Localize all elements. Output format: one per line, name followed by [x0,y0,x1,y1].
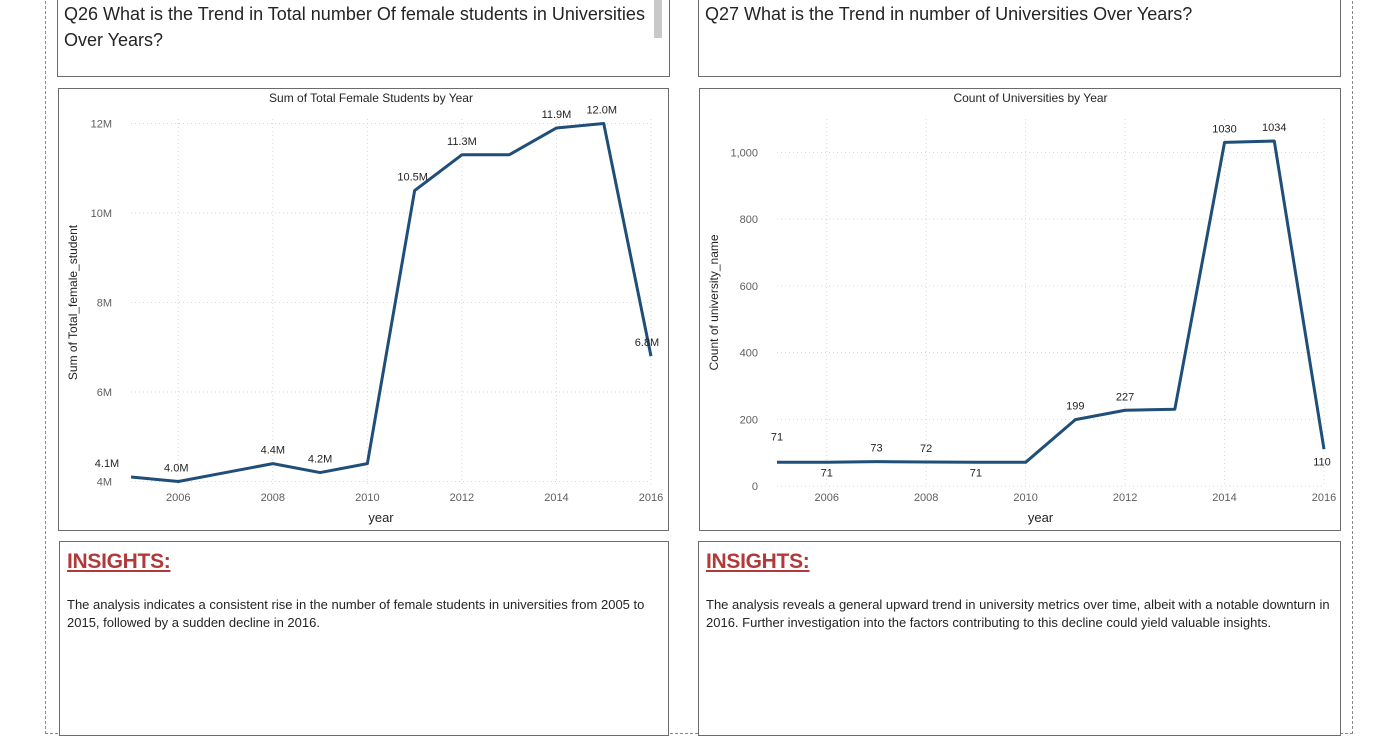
data-point[interactable] [128,474,134,480]
x-tick-label: 2010 [355,492,379,504]
y-tick-label: 0 [752,481,758,493]
data-label: 4.1M [95,458,119,470]
data-label: 72 [920,443,932,455]
y-axis-title: Sum of Total_female_student [66,224,80,380]
data-point[interactable] [412,188,418,194]
x-tick-label: 2012 [1113,492,1137,504]
x-tick-label: 2016 [1312,492,1336,504]
question-text-q27: Q27 What is the Trend in number of Unive… [705,4,1193,24]
x-axis-title: year [1028,510,1054,525]
y-tick-label: 6M [97,387,112,399]
insights-box-q26: INSIGHTS: The analysis indicates a consi… [59,541,669,736]
data-point[interactable] [1321,446,1327,452]
y-tick-label: 12M [91,118,112,130]
data-point[interactable] [601,120,607,126]
data-point[interactable] [923,459,929,465]
scrollbar-thumb[interactable] [654,0,662,38]
data-point[interactable] [459,152,465,158]
data-point[interactable] [824,459,830,465]
series-line-path [777,139,1326,464]
axis-labels: Sum of Total Female Students by Year 4M 6M… [66,91,663,525]
x-tick-label: 2014 [544,492,568,504]
data-point[interactable] [270,461,276,467]
data-label: 199 [1066,401,1084,413]
x-tick-label: 2006 [166,492,190,504]
data-label: 1030 [1212,123,1236,135]
insights-title: INSIGHTS: [67,550,171,573]
chart-title: Sum of Total Female Students by Year [269,91,473,105]
data-point[interactable] [1122,407,1128,413]
y-tick-label: 8M [97,298,112,310]
x-tick-label: 2012 [450,492,474,504]
data-point[interactable] [1172,406,1178,412]
x-axis-title: year [368,510,394,525]
data-point[interactable] [175,479,181,485]
data-label: 6.8M [635,337,659,349]
chart-university-count-svg: Count of Universities by Year 0 200 400 600 8… [707,91,1336,525]
x-tick-label: 2010 [1013,492,1037,504]
data-point[interactable] [648,353,654,359]
data-point[interactable] [873,459,879,465]
y-tick-label: 400 [740,348,758,360]
y-tick-label: 1,000 [730,147,758,159]
data-label: 4.2M [308,454,332,466]
data-label: 73 [870,443,882,455]
axis-labels: Count of Universities by Year 0 200 400 600 8… [707,91,1336,525]
data-label: 4.4M [261,445,285,457]
x-tick-label: 2016 [639,492,663,504]
insights-box-q27: INSIGHTS: The analysis reveals a general… [698,541,1341,736]
data-label: 1034 [1262,122,1286,134]
data-label: 11.3M [447,136,477,148]
data-point[interactable] [1222,139,1228,145]
data-point[interactable] [973,459,979,465]
data-label: 12.0M [586,104,617,116]
data-point[interactable] [1023,459,1029,465]
insights-title: INSIGHTS: [706,550,810,573]
question-box-q27: Q27 What is the Trend in number of Unive… [698,0,1341,77]
insights-text: The analysis indicates a consistent rise… [67,597,645,630]
data-label: 71 [771,431,783,443]
y-tick-label: 200 [740,414,758,426]
chart-female-students[interactable]: Sum of Total Female Students by Year 4M 6M… [58,88,669,531]
series-line-path [130,121,653,484]
data-labels: 71 71 73 72 71 199 227 1030 1034 110 [771,122,1331,479]
question-box-q26: Q26 What is the Trend in Total number Of… [57,0,670,77]
y-tick-label: 10M [91,208,112,220]
data-point[interactable] [317,470,323,476]
data-label: 71 [970,467,982,479]
x-tick-label: 2006 [814,492,838,504]
chart-title: Count of Universities by Year [953,91,1107,105]
x-tick-label: 2008 [261,492,285,504]
data-point[interactable] [1072,417,1078,423]
data-label: 227 [1116,391,1134,403]
data-point[interactable] [553,125,559,131]
insights-text: The analysis reveals a general upward tr… [706,597,1330,630]
data-point[interactable] [506,152,512,158]
data-label: 11.9M [542,109,572,121]
y-tick-label: 600 [740,281,758,293]
gridlines [131,119,652,486]
data-labels: 4.1M 4.0M 4.4M 4.2M 10.5M 11.3M 11.9M 12.0M 6.8M [95,104,659,474]
chart-university-count[interactable]: Count of Universities by Year 0 200 400 600 8… [699,88,1341,531]
chart-female-students-svg: Sum of Total Female Students by Year 4M 6M… [66,91,663,525]
data-label: 71 [821,467,833,479]
data-point[interactable] [223,470,229,476]
gridlines [777,119,1325,487]
y-tick-label: 800 [740,214,758,226]
x-tick-label: 2014 [1212,492,1236,504]
data-point[interactable] [1271,138,1277,144]
data-point[interactable] [774,459,780,465]
x-tick-label: 2008 [914,492,938,504]
data-label: 4.0M [164,463,188,475]
data-label: 110 [1313,456,1331,468]
series-line [774,138,1327,465]
y-tick-label: 4M [97,477,112,489]
data-point[interactable] [364,461,370,467]
data-label: 10.5M [397,172,428,184]
question-text-q26: Q26 What is the Trend in Total number Of… [64,4,645,50]
y-axis-title: Count of university_name [707,234,721,370]
series-line [128,120,654,485]
